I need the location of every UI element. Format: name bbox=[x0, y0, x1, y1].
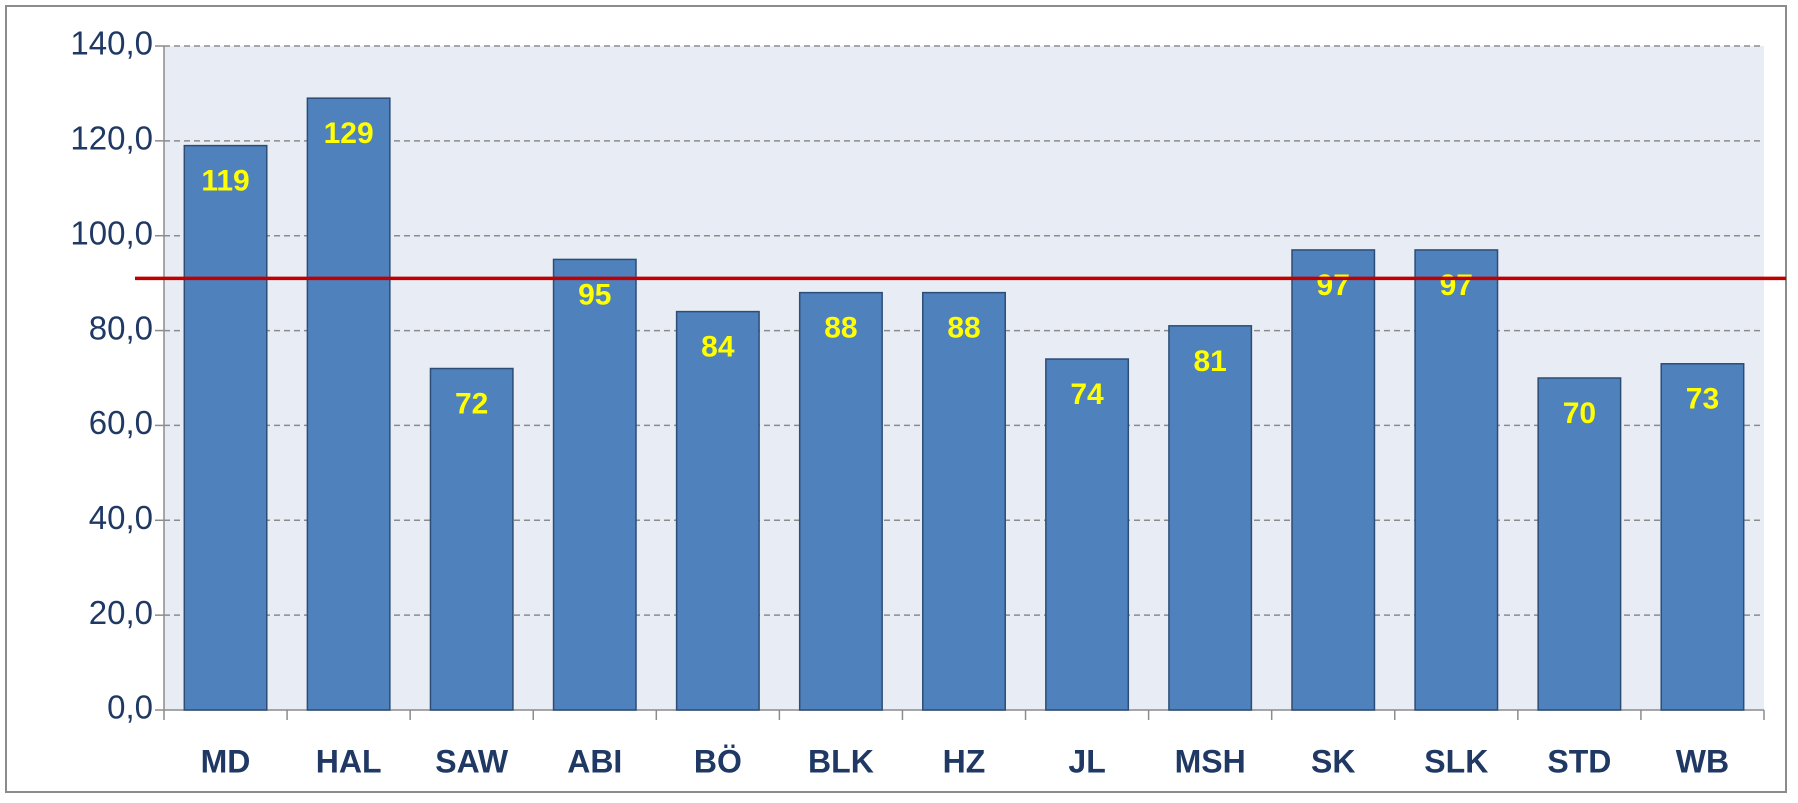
y-tick-label: 40,0 bbox=[89, 499, 153, 536]
bar bbox=[1168, 325, 1253, 711]
bar bbox=[429, 367, 514, 711]
bar bbox=[552, 258, 637, 711]
bar bbox=[183, 144, 268, 711]
value-label: 97 bbox=[1440, 269, 1473, 302]
y-tick-label: 140,0 bbox=[70, 25, 153, 62]
value-label: 95 bbox=[578, 278, 611, 311]
value-label: 81 bbox=[1193, 345, 1226, 378]
value-label: 73 bbox=[1686, 383, 1719, 416]
x-tick-label: SAW bbox=[435, 743, 509, 779]
x-tick-label: SLK bbox=[1424, 743, 1488, 779]
bar bbox=[1537, 377, 1622, 711]
value-label: 97 bbox=[1317, 269, 1350, 302]
bar bbox=[798, 291, 883, 711]
value-label: 129 bbox=[324, 117, 374, 150]
x-tick-label: BÖ bbox=[694, 743, 742, 779]
bar bbox=[306, 97, 391, 711]
value-label: 70 bbox=[1563, 397, 1596, 430]
bar bbox=[675, 310, 760, 711]
bar bbox=[1660, 363, 1745, 711]
value-label: 74 bbox=[1070, 378, 1104, 411]
x-tick-label: WB bbox=[1676, 743, 1729, 779]
x-tick-label: MD bbox=[201, 743, 251, 779]
bar bbox=[1045, 358, 1130, 711]
x-tick-label: HZ bbox=[943, 743, 986, 779]
x-tick-label: HAL bbox=[316, 743, 382, 779]
bar bbox=[1414, 249, 1499, 711]
x-tick-label: JL bbox=[1068, 743, 1105, 779]
bar bbox=[922, 291, 1006, 711]
x-tick-label: MSH bbox=[1175, 743, 1246, 779]
y-tick-label: 120,0 bbox=[70, 120, 153, 157]
y-tick-label: 20,0 bbox=[89, 594, 153, 631]
value-label: 88 bbox=[947, 312, 980, 345]
x-tick-label: SK bbox=[1311, 743, 1355, 779]
x-tick-label: STD bbox=[1547, 743, 1611, 779]
y-tick-label: 80,0 bbox=[89, 309, 153, 346]
value-label: 119 bbox=[201, 165, 249, 198]
value-label: 72 bbox=[455, 387, 488, 420]
value-label: 84 bbox=[701, 331, 735, 364]
value-label: 88 bbox=[824, 312, 857, 345]
x-tick-label: ABI bbox=[567, 743, 622, 779]
y-tick-label: 60,0 bbox=[89, 404, 153, 441]
bar bbox=[1291, 249, 1376, 711]
x-tick-label: BLK bbox=[808, 743, 874, 779]
y-tick-label: 0,0 bbox=[107, 689, 153, 726]
y-tick-label: 100,0 bbox=[70, 214, 153, 251]
